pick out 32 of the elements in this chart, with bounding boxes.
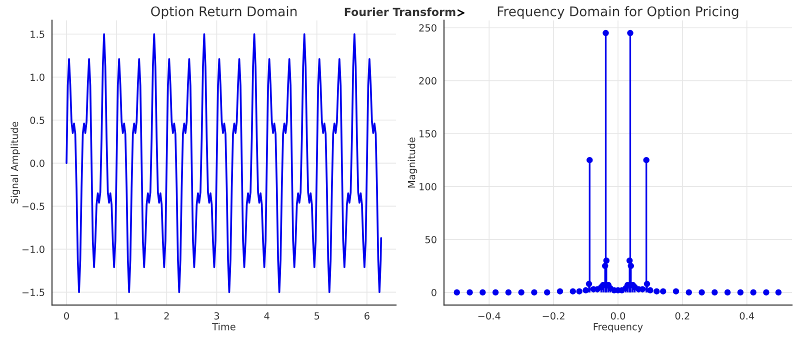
x-tick-label: 0 <box>64 312 69 320</box>
y-tick-label: 150 <box>420 130 436 138</box>
x-axis-title: Time <box>212 322 236 330</box>
x-tick-label: −0.2 <box>542 312 564 320</box>
x-tick-label: −0.4 <box>478 312 500 320</box>
chart-title: Frequency Domain for Option Pricing <box>498 6 738 19</box>
x-tick-label: 6 <box>364 312 370 320</box>
y-axis-title: Signal Amplitude <box>10 122 20 204</box>
x-tick-label: 5 <box>314 312 320 320</box>
y-tick-label: 0.0 <box>30 160 44 167</box>
y-tick-label: 0.5 <box>30 116 44 124</box>
y-tick-label: −1.5 <box>22 288 44 296</box>
y-tick-label: 250 <box>419 24 436 32</box>
text: Fourier Transform <box>344 8 456 16</box>
x-tick-label: 0.0 <box>610 312 626 320</box>
y-axis-title: Magnitude <box>408 137 418 188</box>
x-tick-label: 4 <box>264 312 270 320</box>
x-tick-label: 2 <box>164 312 169 320</box>
x-tick-label: 0.4 <box>740 312 754 320</box>
y-tick-label: 1.5 <box>30 30 44 38</box>
x-tick-label: 3 <box>214 312 220 320</box>
y-tick-label: −0.5 <box>22 202 44 210</box>
y-tick-label: 0 <box>432 288 436 296</box>
y-tick-label: 50 <box>425 236 436 244</box>
y-tick-label: −1.0 <box>22 246 44 254</box>
x-tick-label: 1 <box>114 312 119 320</box>
chart-title: Option Return Domain <box>151 6 297 19</box>
x-axis-title: Frequency <box>594 323 643 332</box>
y-tick-label: 200 <box>419 77 436 85</box>
y-tick-label: 100 <box>420 183 436 190</box>
y-tick-label: 1.0 <box>30 74 44 81</box>
x-tick-label: 0.2 <box>675 312 690 320</box>
